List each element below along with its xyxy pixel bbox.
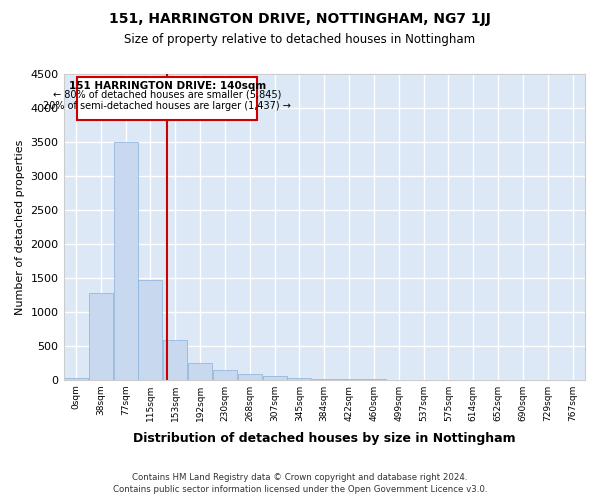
- Text: Contains HM Land Registry data © Crown copyright and database right 2024.
Contai: Contains HM Land Registry data © Crown c…: [113, 472, 487, 494]
- Bar: [77, 76, 257, 120]
- X-axis label: Distribution of detached houses by size in Nottingham: Distribution of detached houses by size …: [133, 432, 515, 445]
- Bar: [238, 374, 262, 380]
- Text: 20% of semi-detached houses are larger (1,437) →: 20% of semi-detached houses are larger (…: [43, 101, 291, 111]
- Text: Size of property relative to detached houses in Nottingham: Size of property relative to detached ho…: [124, 32, 476, 46]
- Bar: [213, 370, 237, 380]
- Bar: [64, 378, 88, 380]
- Text: 151 HARRINGTON DRIVE: 140sqm: 151 HARRINGTON DRIVE: 140sqm: [68, 81, 266, 91]
- Bar: [139, 280, 163, 380]
- Bar: [113, 142, 137, 380]
- Y-axis label: Number of detached properties: Number of detached properties: [15, 139, 25, 314]
- Text: 151, HARRINGTON DRIVE, NOTTINGHAM, NG7 1JJ: 151, HARRINGTON DRIVE, NOTTINGHAM, NG7 1…: [109, 12, 491, 26]
- Text: ← 80% of detached houses are smaller (5,845): ← 80% of detached houses are smaller (5,…: [53, 90, 281, 100]
- Bar: [89, 292, 113, 380]
- Bar: [263, 376, 287, 380]
- Bar: [312, 378, 337, 380]
- Bar: [188, 364, 212, 380]
- Bar: [287, 378, 311, 380]
- Bar: [163, 340, 187, 380]
- Bar: [337, 379, 361, 380]
